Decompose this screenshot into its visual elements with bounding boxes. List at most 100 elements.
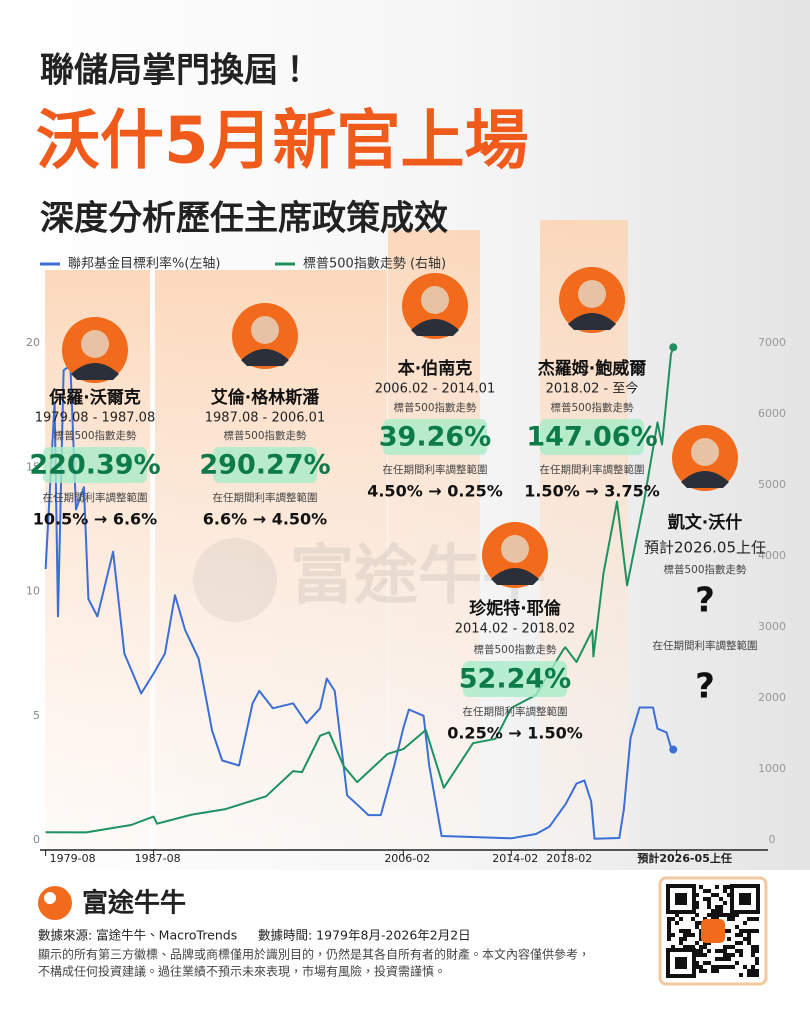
chairs: 保羅·沃爾克 1979.08 - 1987.08 標普500指數走勢 220.39% 在… xyxy=(29,267,766,743)
sp-highlight xyxy=(383,419,487,455)
chair-name: 本·伯南克 xyxy=(398,358,472,379)
qr-module xyxy=(727,965,731,969)
qr-module xyxy=(671,917,675,921)
qr-module xyxy=(723,889,727,893)
qr-module xyxy=(671,945,675,949)
portrait-body xyxy=(71,363,119,380)
sp-change: 220.39% xyxy=(29,450,160,481)
qr-module xyxy=(711,893,715,897)
qr-module xyxy=(715,885,719,889)
rate-label: 在任期間利率調整範圍 xyxy=(213,491,318,504)
qr-module xyxy=(747,937,751,941)
chair-term: 2006.02 - 2014.01 xyxy=(375,382,495,397)
qr-module xyxy=(699,965,703,969)
qr-module xyxy=(715,905,719,909)
y-tick-label: 10 xyxy=(26,585,40,598)
series-line xyxy=(45,346,675,834)
qr-module xyxy=(723,953,727,957)
chair-term: 1987.08 - 2006.01 xyxy=(205,411,325,426)
x-tick-label: 2014-02 xyxy=(492,852,538,865)
sp-change: 52.24% xyxy=(459,664,571,695)
qr-module xyxy=(727,893,731,897)
qr-module xyxy=(715,913,719,917)
chair: 保羅·沃爾克 1979.08 - 1987.08 標普500指數走勢 220.39% 在… xyxy=(29,317,161,529)
qr-module xyxy=(667,917,671,921)
series-line xyxy=(44,364,674,840)
rate-range: 1.50% → 3.75% xyxy=(524,482,660,501)
qr-module xyxy=(699,969,703,973)
qr-module xyxy=(735,925,739,929)
qr-module xyxy=(715,957,719,961)
sp-change: ? xyxy=(695,581,715,621)
qr-module xyxy=(755,961,759,965)
qr-module xyxy=(679,941,683,945)
sp-highlight xyxy=(540,419,644,455)
sp-change: 39.26% xyxy=(379,422,491,453)
qr-module xyxy=(695,941,699,945)
qr-module xyxy=(667,937,671,941)
chair-name: 保羅·沃爾克 xyxy=(48,387,140,408)
rate-range: 6.6% → 4.50% xyxy=(203,510,327,529)
qr-module xyxy=(703,917,707,921)
qr-module xyxy=(695,913,699,917)
qr-module xyxy=(719,909,723,913)
qr-module xyxy=(683,933,687,937)
qr-module xyxy=(755,945,759,949)
chair-term: 預計2026.05上任 xyxy=(644,539,766,557)
qr-module xyxy=(703,889,707,893)
qr-module xyxy=(667,933,671,937)
qr-module xyxy=(719,949,723,953)
qr-module xyxy=(751,953,755,957)
qr-module xyxy=(707,913,711,917)
qr-module xyxy=(707,961,711,965)
qr-module xyxy=(703,941,707,945)
qr-module xyxy=(679,937,683,941)
qr-module xyxy=(707,905,711,909)
qr-module xyxy=(723,957,727,961)
qr-module xyxy=(687,945,691,949)
qr-module xyxy=(695,925,699,929)
qr-module xyxy=(743,929,747,933)
rate-range: 0.25% → 1.50% xyxy=(447,724,583,743)
qr-module xyxy=(739,941,743,945)
portrait-head xyxy=(691,438,719,466)
qr-module xyxy=(699,953,703,957)
qr-module xyxy=(699,949,703,953)
qr-module xyxy=(727,885,731,889)
qr-module xyxy=(731,965,735,969)
sp-highlight xyxy=(43,447,147,483)
portrait-head xyxy=(501,535,529,563)
qr-module xyxy=(703,945,707,949)
qr-module xyxy=(687,933,691,937)
y2-tick-label: 5000 xyxy=(758,478,786,491)
legend: 聯邦基金目標利率%(左轴) 標普500指數走勢 (右轴) xyxy=(40,256,446,272)
sp-change: 147.06% xyxy=(526,422,657,453)
y-tick-label: 15 xyxy=(26,460,40,473)
qr-module xyxy=(695,949,699,953)
chair: 珍妮特·耶倫 2014.02 - 2018.02 標普500指數走勢 52.24% 在任… xyxy=(447,522,583,743)
qr-module xyxy=(723,901,727,905)
qr-finder-core xyxy=(675,893,687,905)
qr-module xyxy=(731,917,735,921)
qr-module xyxy=(747,969,751,973)
sp-label: 標普500指數走勢 xyxy=(393,401,477,414)
qr-code xyxy=(666,884,760,978)
qr-module xyxy=(699,937,703,941)
qr-module xyxy=(723,913,727,917)
qr-module xyxy=(675,913,679,917)
y-tick-label: 20 xyxy=(26,336,40,349)
brand-name: 富途牛牛 xyxy=(82,888,186,919)
qr-module xyxy=(755,929,759,933)
qr-module xyxy=(727,953,731,957)
qr-module xyxy=(743,937,747,941)
rate-range: ? xyxy=(695,667,715,707)
qr-module xyxy=(743,921,747,925)
qr-module xyxy=(747,929,751,933)
rate-label: 在任期間利率調整範圍 xyxy=(43,491,148,504)
qr-module xyxy=(751,929,755,933)
y2-tick-label: 6000 xyxy=(758,407,786,420)
qr-module xyxy=(755,949,759,953)
qr-module xyxy=(703,969,707,973)
qr-module xyxy=(707,949,711,953)
y2-tick-label: 2000 xyxy=(758,691,786,704)
